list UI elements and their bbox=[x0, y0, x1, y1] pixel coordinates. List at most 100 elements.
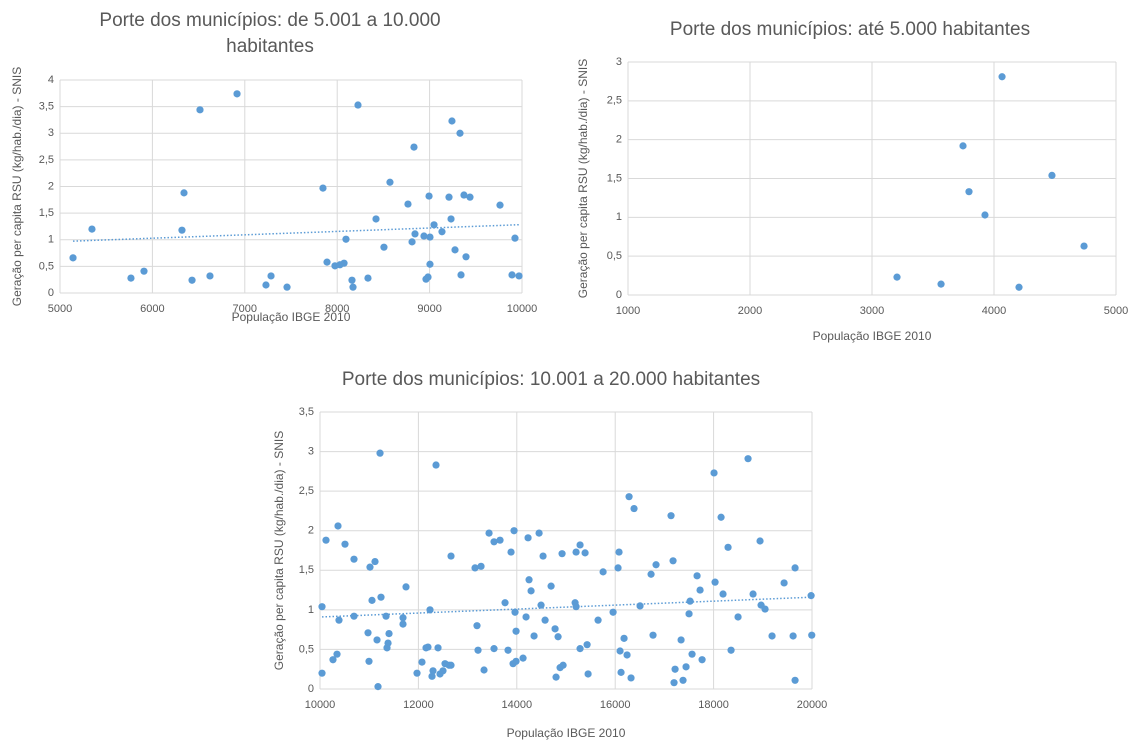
x-tick-label: 5000 bbox=[48, 303, 72, 315]
point bbox=[780, 579, 788, 587]
point bbox=[340, 259, 348, 267]
point bbox=[671, 665, 679, 673]
point bbox=[667, 512, 675, 520]
point bbox=[625, 493, 633, 501]
point bbox=[318, 603, 326, 611]
point bbox=[937, 280, 945, 288]
point bbox=[364, 274, 372, 282]
point bbox=[413, 669, 421, 677]
point bbox=[428, 672, 436, 680]
x-tick-label: 1000 bbox=[616, 305, 640, 317]
point bbox=[496, 536, 504, 544]
point bbox=[448, 117, 456, 125]
point bbox=[670, 679, 678, 687]
y-axis-title: Geração per capita RSU (kg/hab./dia) - S… bbox=[10, 67, 24, 306]
point bbox=[439, 667, 447, 675]
x-axis-title: População IBGE 2010 bbox=[232, 310, 351, 324]
point bbox=[501, 599, 509, 607]
y-tick-label: 2 bbox=[308, 525, 314, 537]
point bbox=[1015, 283, 1023, 291]
point bbox=[426, 233, 434, 241]
point bbox=[447, 661, 455, 669]
point bbox=[283, 283, 291, 291]
point bbox=[329, 656, 337, 664]
point bbox=[386, 178, 394, 186]
point bbox=[959, 142, 967, 150]
point bbox=[88, 225, 96, 233]
point bbox=[679, 676, 687, 684]
y-tick-label: 1,5 bbox=[39, 207, 54, 219]
point bbox=[399, 614, 407, 622]
point bbox=[508, 271, 516, 279]
x-tick-label: 20000 bbox=[797, 699, 828, 711]
point bbox=[371, 557, 379, 566]
y-tick-label: 4 bbox=[48, 74, 54, 86]
point bbox=[460, 191, 468, 199]
point bbox=[380, 243, 388, 251]
point bbox=[682, 663, 690, 671]
point bbox=[685, 610, 693, 618]
point bbox=[1080, 242, 1088, 250]
point bbox=[504, 646, 512, 654]
point bbox=[524, 534, 532, 542]
point bbox=[744, 455, 752, 463]
point bbox=[474, 646, 482, 654]
point bbox=[724, 543, 732, 551]
point bbox=[456, 129, 464, 137]
x-tick-label: 14000 bbox=[502, 699, 533, 711]
point bbox=[365, 657, 373, 665]
y-axis-title: Geração per capita RSU (kg/hab./dia) - S… bbox=[576, 59, 590, 298]
point bbox=[512, 657, 520, 665]
point bbox=[515, 272, 523, 280]
point bbox=[267, 272, 275, 280]
point bbox=[519, 654, 527, 662]
point bbox=[530, 632, 538, 640]
point bbox=[188, 276, 196, 284]
x-tick-label: 16000 bbox=[600, 699, 631, 711]
x-tick-label: 3000 bbox=[860, 305, 884, 317]
point bbox=[511, 608, 519, 616]
point bbox=[547, 582, 555, 590]
y-tick-label: 1 bbox=[616, 211, 622, 223]
point bbox=[696, 586, 704, 594]
point bbox=[471, 564, 479, 572]
point bbox=[485, 529, 493, 537]
point bbox=[652, 561, 660, 569]
point bbox=[430, 221, 438, 229]
point bbox=[404, 200, 412, 208]
point bbox=[749, 590, 757, 598]
point bbox=[373, 636, 381, 644]
point bbox=[719, 590, 727, 598]
x-tick-label: 10000 bbox=[507, 303, 538, 315]
point bbox=[693, 572, 701, 580]
point bbox=[319, 184, 327, 192]
chart-title: Porte dos municípios: até 5.000 habitant… bbox=[669, 19, 1031, 40]
point bbox=[457, 271, 465, 279]
point bbox=[594, 616, 602, 624]
point bbox=[385, 630, 393, 638]
point bbox=[399, 620, 407, 628]
point bbox=[688, 650, 696, 658]
point bbox=[717, 513, 725, 521]
point bbox=[512, 627, 520, 635]
x-tick-label: 10000 bbox=[305, 699, 336, 711]
point bbox=[620, 634, 628, 642]
point bbox=[432, 461, 440, 469]
x-tick-label: 5000 bbox=[1104, 305, 1128, 317]
point bbox=[647, 570, 655, 578]
point bbox=[599, 568, 607, 576]
point bbox=[616, 647, 624, 655]
point bbox=[698, 656, 706, 664]
point bbox=[426, 606, 434, 614]
point bbox=[69, 254, 77, 262]
x-tick-label: 8000 bbox=[325, 303, 349, 315]
point bbox=[206, 272, 214, 280]
point bbox=[1048, 171, 1056, 179]
point bbox=[623, 651, 631, 659]
point bbox=[429, 667, 437, 675]
point bbox=[349, 283, 357, 291]
point bbox=[539, 552, 547, 560]
trendline bbox=[321, 596, 812, 618]
y-tick-label: 3,5 bbox=[299, 406, 314, 418]
